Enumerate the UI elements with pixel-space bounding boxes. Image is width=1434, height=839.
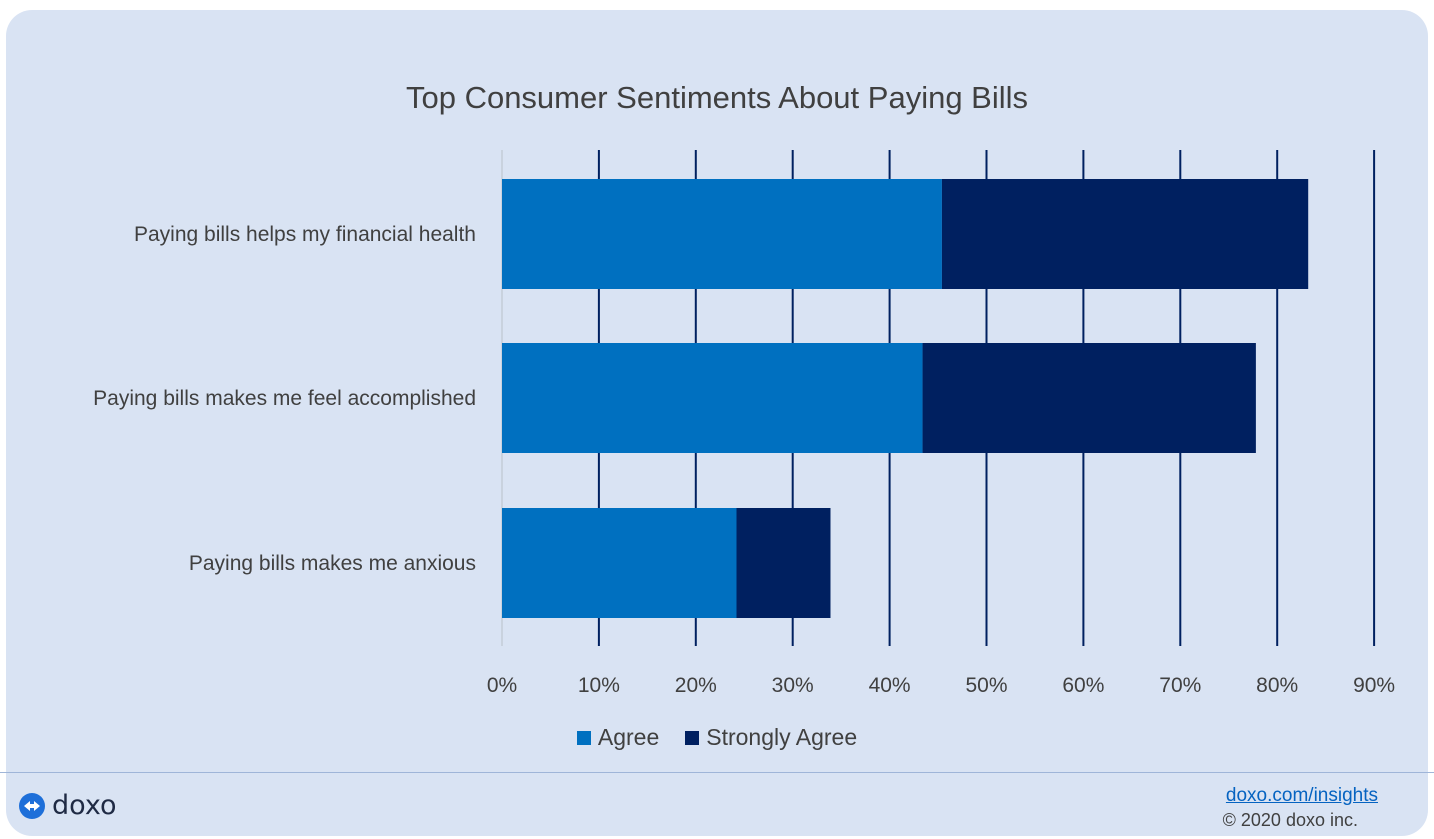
legend: Agree Strongly Agree	[0, 724, 1434, 751]
legend-label-agree: Agree	[597, 724, 660, 750]
legend-item-agree: Agree	[576, 724, 660, 751]
x-tick-label: 0%	[487, 674, 517, 697]
chart-title: Top Consumer Sentiments About Paying Bil…	[405, 80, 1029, 115]
bar-strongly-agree	[941, 179, 1309, 289]
x-tick-label: 10%	[578, 674, 620, 697]
x-tick-label: 70%	[1159, 674, 1201, 697]
x-tick-label: 90%	[1353, 674, 1395, 697]
insights-link[interactable]: doxo.com/insights	[1225, 785, 1378, 806]
category-label: Paying bills helps my financial health	[134, 223, 476, 246]
bar-strongly-agree	[922, 343, 1256, 453]
copyright-text: © 2020 doxo inc.	[1222, 810, 1358, 830]
doxo-logo-icon	[19, 792, 45, 819]
category-label: Paying bills makes me feel accomplished	[93, 387, 476, 410]
x-tick-label: 20%	[675, 674, 717, 697]
x-tick-label: 40%	[869, 674, 911, 697]
doxo-logo-text: doxo	[52, 790, 117, 821]
bars	[502, 179, 1309, 618]
doxo-logo: doxo	[18, 790, 117, 821]
x-tick-label: 60%	[1062, 674, 1104, 697]
x-tick-label: 80%	[1256, 674, 1298, 697]
legend-label-strongly-agree: Strongly Agree	[706, 724, 858, 750]
bar-agree	[502, 508, 737, 618]
footer-divider	[0, 772, 1434, 773]
bar-agree	[502, 179, 942, 289]
bar-agree	[502, 343, 923, 453]
category-labels: Paying bills helps my financial health Pa…	[93, 223, 476, 575]
x-tick-label: 50%	[965, 674, 1007, 697]
legend-swatch-agree	[576, 730, 591, 745]
legend-item-strongly-agree: Strongly Agree	[685, 724, 857, 751]
legend-swatch-strongly-agree	[685, 730, 700, 745]
category-label: Paying bills makes me anxious	[189, 552, 476, 575]
bar-strongly-agree	[736, 508, 831, 618]
x-tick-label: 30%	[772, 674, 814, 697]
x-tick-labels: 0% 10% 20% 30% 40% 50% 60% 70% 80% 90%	[487, 674, 1395, 697]
